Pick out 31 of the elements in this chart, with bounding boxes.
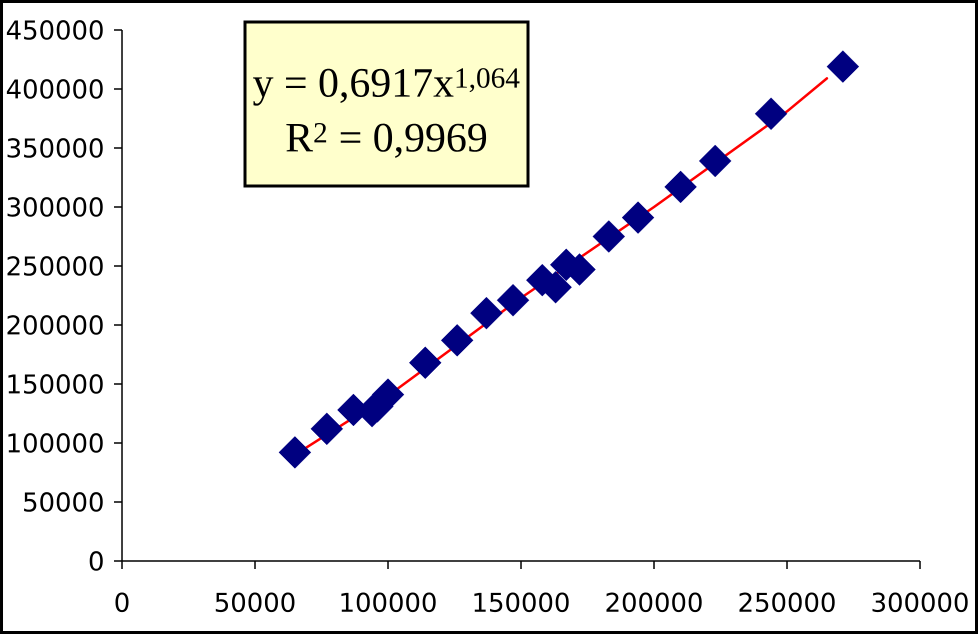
point bbox=[664, 170, 697, 204]
annotation: R$^{2}$ = 0,9969 bbox=[286, 123, 486, 158]
point bbox=[496, 284, 530, 316]
x-tick-label: 0 bbox=[115, 592, 129, 612]
y-tick-label: 100000 bbox=[8, 433, 103, 453]
y-tick-label: 250000 bbox=[7, 256, 103, 276]
y-tick-label: 0 bbox=[90, 551, 103, 571]
x-tick-label: 250000 bbox=[739, 592, 835, 612]
point bbox=[440, 324, 474, 357]
x-tick-label: 150000 bbox=[474, 592, 569, 612]
point bbox=[470, 296, 503, 330]
point bbox=[310, 412, 344, 446]
y-tick-label: 300000 bbox=[8, 197, 103, 217]
point bbox=[754, 98, 788, 130]
x-tick-label: 200000 bbox=[606, 592, 702, 612]
y-tick-label: 400000 bbox=[6, 79, 103, 99]
point bbox=[409, 346, 442, 379]
annotation: y = 0,6917x$^{1,064}$ bbox=[253, 68, 520, 106]
point bbox=[622, 201, 654, 234]
point bbox=[278, 436, 312, 469]
point bbox=[698, 144, 732, 178]
x-tick-label: 50000 bbox=[216, 592, 294, 612]
y-tick-label: 350000 bbox=[8, 138, 103, 158]
x-tick-label: 300000 bbox=[872, 592, 968, 612]
y-tick-label: 150000 bbox=[8, 374, 103, 394]
x-tick-label: 100000 bbox=[341, 592, 436, 612]
point bbox=[592, 220, 625, 253]
y-tick-label: 200000 bbox=[7, 315, 103, 335]
y-tick-label: 50000 bbox=[24, 492, 103, 512]
point bbox=[826, 50, 860, 83]
y-tick-label: 450000 bbox=[6, 20, 103, 40]
